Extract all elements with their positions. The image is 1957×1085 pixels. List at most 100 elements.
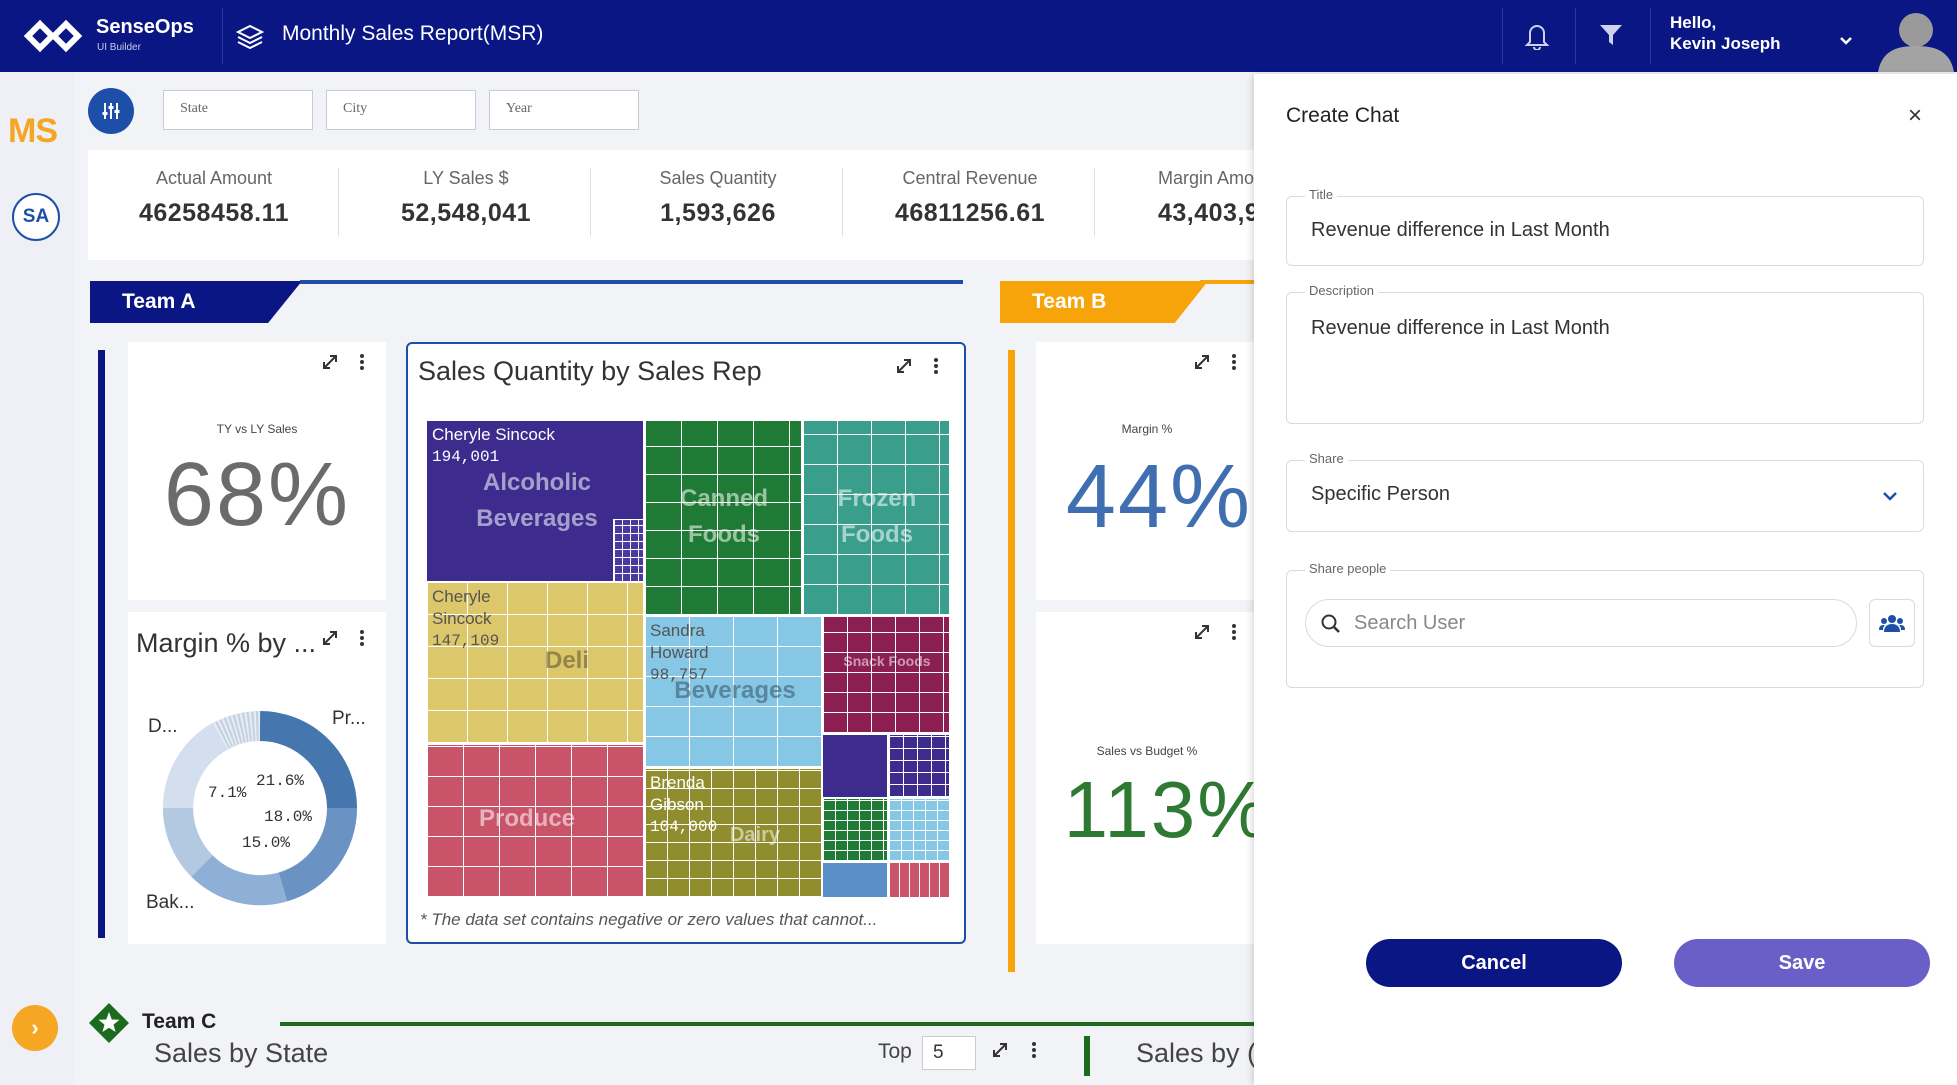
panel-title: Create Chat: [1286, 104, 1400, 127]
sales-quantity-treemap-card[interactable]: Sales Quantity by Sales Rep Cheryle Sinc…: [406, 342, 966, 944]
kpi-margin-amount: Margin Amo 43,403,9: [1096, 168, 1256, 228]
card-tools: [320, 352, 368, 378]
team-c-star-icon: [89, 1003, 129, 1043]
bell-icon[interactable]: [1524, 20, 1550, 50]
treemap-cell[interactable]: Cheryle Sincock 147,109 Deli: [426, 582, 644, 744]
category-label: Frozen Foods: [837, 485, 917, 548]
search-placeholder: Search User: [1354, 612, 1466, 634]
treemap-cell[interactable]: Brenda Gibson 104,000 Dairy: [644, 768, 822, 898]
card-title: Margin % by ...: [136, 628, 317, 658]
expand-icon[interactable]: [1192, 622, 1212, 642]
filter-panel-button[interactable]: [88, 88, 134, 134]
treemap-cell[interactable]: Cheryle Sincock 194,001 Alcoholic Bevera…: [426, 420, 644, 582]
treemap-cell[interactable]: Canned Foods: [644, 420, 802, 616]
kpi-strip: Actual Amount 46258458.11 LY Sales $ 52,…: [88, 150, 1256, 260]
share-select[interactable]: Share Specific Person: [1286, 451, 1924, 532]
expand-icon[interactable]: [320, 628, 340, 648]
treemap-cell[interactable]: [888, 734, 950, 798]
close-icon[interactable]: ×: [1908, 102, 1923, 129]
expand-icon[interactable]: [1192, 352, 1212, 372]
field-label: Share: [1305, 451, 1348, 466]
treemap-cell[interactable]: [888, 862, 950, 898]
treemap-label: Brenda Gibson 104,000: [650, 772, 730, 838]
kpi-ly-sales: LY Sales $ 52,548,041: [340, 168, 592, 228]
year-filter[interactable]: Year: [489, 90, 639, 130]
divider: [1575, 8, 1576, 64]
rep-name: Cheryle Sincock: [432, 587, 492, 628]
donut-label-pr: Pr...: [332, 708, 366, 729]
treemap-label: Cheryle Sincock 194,001: [432, 424, 555, 468]
kpi-label: Margin %: [1121, 422, 1173, 436]
data-note: * The data set contains negative or zero…: [420, 910, 878, 929]
chevron-down-icon[interactable]: [1838, 34, 1854, 46]
create-chat-panel: Create Chat × Title Revenue difference i…: [1254, 74, 1957, 1085]
state-filter[interactable]: State: [163, 90, 313, 130]
save-button[interactable]: Save: [1674, 939, 1930, 987]
avatar[interactable]: [1874, 4, 1957, 72]
treemap-cell[interactable]: [822, 734, 888, 798]
treemap[interactable]: Cheryle Sincock 194,001 Alcoholic Bevera…: [426, 420, 950, 898]
more-vertical-icon[interactable]: [356, 352, 368, 372]
kpi-label: Sales Quantity: [659, 168, 777, 188]
expand-icon[interactable]: [990, 1040, 1010, 1060]
app-title: Monthly Sales Report(MSR): [282, 22, 544, 45]
divider: [842, 168, 843, 236]
rep-name: Cheryle Sincock: [432, 425, 555, 444]
top-n-input[interactable]: 5: [922, 1036, 976, 1070]
sales-vs-budget-card: Sales vs Budget % 113%: [1036, 612, 1268, 944]
user-group-button[interactable]: [1869, 599, 1915, 647]
search-user-input[interactable]: Search User: [1305, 599, 1857, 647]
kpi-value: 43,403,9: [1158, 199, 1256, 227]
kpi-value: 52,548,041: [400, 199, 532, 227]
kpi-actual-amount: Actual Amount 46258458.11: [88, 168, 340, 228]
kpi-value: 46258458.11: [138, 199, 290, 227]
team-b-banner: Team B: [1000, 281, 1208, 323]
treemap-cell[interactable]: [888, 798, 950, 862]
more-vertical-icon[interactable]: [930, 356, 942, 376]
kpi-label: Sales vs Budget %: [1096, 744, 1198, 758]
title-field[interactable]: Title Revenue difference in Last Month: [1286, 187, 1924, 266]
description-value[interactable]: Revenue difference in Last Month: [1311, 317, 1610, 339]
donut-chart[interactable]: [160, 708, 360, 908]
expand-icon[interactable]: [320, 352, 340, 372]
description-field[interactable]: Description Revenue difference in Last M…: [1286, 283, 1924, 424]
donut-value: 21.6%: [256, 772, 305, 790]
treemap-cell[interactable]: Sandra Howard 98,757 Beverages: [644, 616, 822, 768]
category-label: Deli: [544, 647, 589, 674]
rep-value: 147,109: [432, 632, 500, 650]
rep-value: 98,757: [650, 666, 708, 684]
rep-name: Brenda Gibson: [650, 773, 705, 814]
field-label: Description: [1305, 283, 1379, 298]
rep-name: Sandra Howard: [650, 621, 709, 662]
category-label: Beverages: [674, 677, 796, 704]
treemap-cell[interactable]: Produce: [426, 744, 644, 898]
city-filter[interactable]: City: [326, 90, 476, 130]
donut-slice: [212, 711, 261, 750]
expand-icon[interactable]: [894, 356, 914, 376]
filter-icon[interactable]: [1598, 22, 1624, 48]
donut-slice: [162, 807, 214, 877]
cancel-button[interactable]: Cancel: [1366, 939, 1622, 987]
user-initials-badge[interactable]: SA: [12, 193, 60, 241]
title-value[interactable]: Revenue difference in Last Month: [1311, 219, 1610, 241]
kpi-label: Margin Amo: [1158, 168, 1255, 188]
treemap-cell[interactable]: Snack Foods: [822, 616, 950, 734]
treemap-cell[interactable]: [822, 862, 888, 898]
layers-icon[interactable]: [236, 22, 264, 50]
chevron-down-icon[interactable]: [1881, 489, 1899, 503]
kpi-central-revenue: Central Revenue 46811256.61: [844, 168, 1096, 228]
category-label: Alcoholic Beverages: [476, 469, 598, 532]
card-tools: [320, 628, 368, 654]
more-vertical-icon[interactable]: [1228, 622, 1240, 642]
more-vertical-icon[interactable]: [1228, 352, 1240, 372]
treemap-cell[interactable]: Frozen Foods: [802, 420, 950, 616]
sliders-icon: [102, 103, 120, 119]
search-icon: [1321, 614, 1340, 633]
treemap-cell[interactable]: [822, 798, 888, 862]
expand-rail-button[interactable]: ›: [12, 1005, 58, 1051]
more-vertical-icon[interactable]: [1028, 1040, 1040, 1060]
donut-label-d: D...: [148, 716, 178, 737]
more-vertical-icon[interactable]: [356, 628, 368, 648]
kpi-value: 113%: [1063, 765, 1271, 854]
card-title: Sales Quantity by Sales Rep: [418, 356, 762, 386]
